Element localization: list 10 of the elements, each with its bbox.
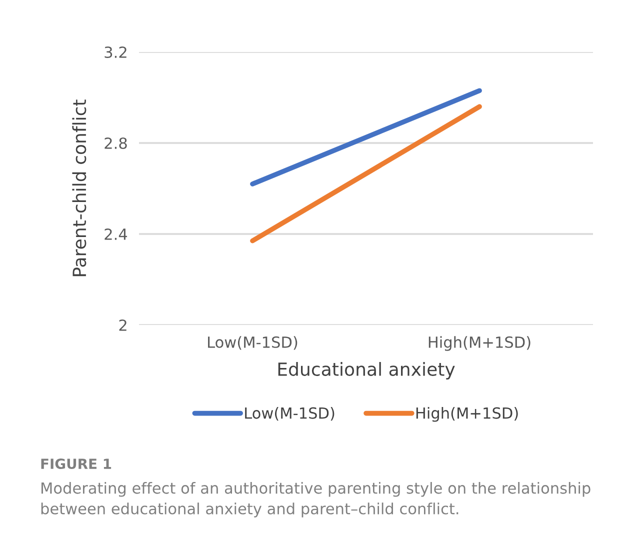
y-tick-label: 2.8 (104, 137, 127, 150)
y-axis-title: Parent-child conflict (72, 100, 86, 276)
y-tick-label: 2.4 (104, 228, 128, 240)
y-tick-label: 3.2 (104, 46, 126, 58)
caption: FIGURE 1 (41, 458, 112, 470)
text: Moderating effect of an authoritative parenting style on the relationship between educational anxiety and parent–child conflict. (41, 482, 590, 518)
legend-label: High(M+1SD) (416, 407, 518, 422)
legend-label: Low(M-1SD) (245, 407, 334, 421)
x-axis-title: Educational anxiety (278, 362, 455, 380)
y-tick-label: 2 (119, 319, 126, 331)
